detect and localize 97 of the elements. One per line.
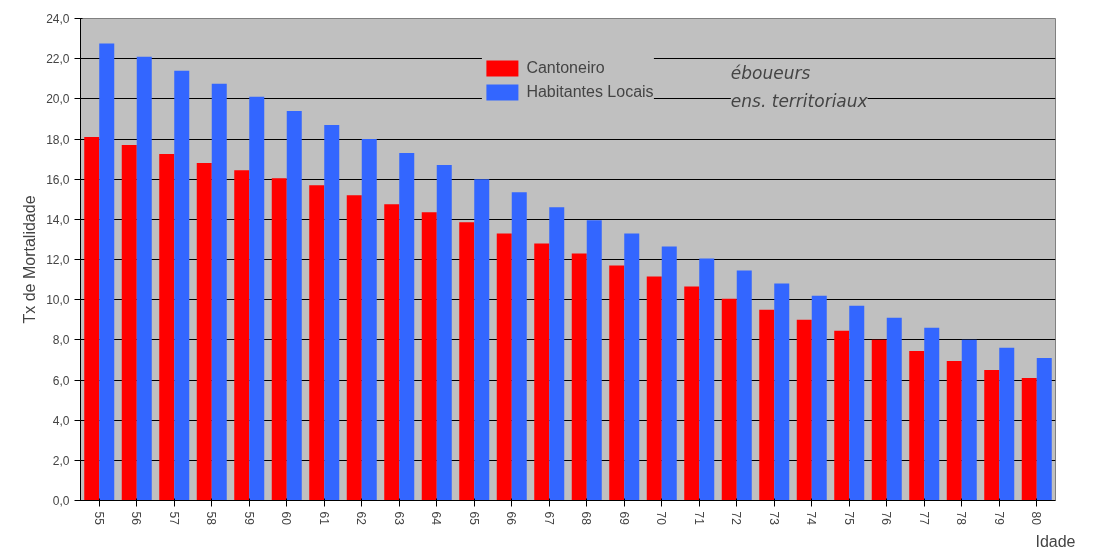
x-tick-label: 68 <box>579 511 594 526</box>
bar <box>271 178 287 501</box>
bar <box>1036 357 1052 501</box>
y-tick-label: 16,0 <box>46 172 70 187</box>
y-tick-label: 10,0 <box>46 293 70 308</box>
x-tick-label: 64 <box>429 511 444 526</box>
bar <box>871 339 887 501</box>
annotation: éboueurs <box>730 62 811 83</box>
legend-label: Cantoneiro <box>526 59 605 77</box>
bar <box>796 319 812 501</box>
y-tick-label: 20,0 <box>46 92 70 107</box>
bar <box>571 253 587 501</box>
x-tick-label: 56 <box>129 511 144 526</box>
x-tick-label: 73 <box>766 511 781 526</box>
bar <box>211 83 227 501</box>
x-tick-label: 66 <box>504 511 519 526</box>
bar <box>436 165 452 501</box>
y-tick-label: 4,0 <box>52 413 70 428</box>
bar <box>286 110 302 501</box>
x-axis-title: Idade <box>1035 532 1076 550</box>
bar <box>646 276 662 501</box>
y-tick-label: 8,0 <box>52 333 70 348</box>
x-tick-label: 80 <box>1029 511 1044 526</box>
bar <box>249 96 265 501</box>
bar <box>984 369 1000 501</box>
bar <box>886 317 902 501</box>
y-tick-label: 24,0 <box>46 12 70 26</box>
bar <box>121 145 137 501</box>
y-tick-label: 6,0 <box>52 373 70 388</box>
bar <box>736 270 752 501</box>
x-tick-label: 78 <box>954 511 969 526</box>
y-tick-label: 0,0 <box>52 494 70 508</box>
x-tick-label: 67 <box>541 511 556 526</box>
x-tick-label: 60 <box>279 511 294 526</box>
bar <box>624 233 640 501</box>
bar <box>361 139 377 501</box>
x-tick-label: 61 <box>316 511 331 526</box>
bar <box>496 233 512 501</box>
y-tick-label: 18,0 <box>46 132 70 147</box>
bar <box>234 170 250 501</box>
bar <box>699 258 715 501</box>
y-tick-label: 22,0 <box>46 52 70 67</box>
bar <box>511 192 527 501</box>
x-tick-label: 79 <box>991 511 1006 526</box>
bar <box>459 222 475 501</box>
bar <box>421 212 437 501</box>
bar <box>384 204 400 501</box>
bar <box>534 243 550 501</box>
bar <box>196 163 212 501</box>
bar <box>474 179 490 501</box>
y-axis-title: Tx de Mortalidade <box>21 195 39 324</box>
bar <box>84 136 100 501</box>
x-tick-label: 70 <box>654 511 669 526</box>
x-tick-label: 72 <box>729 511 744 526</box>
bar <box>136 56 152 501</box>
bar <box>661 246 677 501</box>
bar <box>399 153 415 501</box>
bar <box>909 350 925 501</box>
bar <box>721 298 737 501</box>
x-tick-label: 74 <box>804 511 819 526</box>
y-tick-label: 2,0 <box>52 453 70 468</box>
bar <box>174 70 190 501</box>
bar <box>759 309 775 501</box>
bar <box>586 220 602 501</box>
x-tick-label: 62 <box>354 511 369 526</box>
bar <box>924 327 940 501</box>
x-tick-label: 65 <box>466 511 481 526</box>
annotation: ens. territoriaux <box>730 90 869 111</box>
bar <box>346 195 362 501</box>
x-tick-label: 63 <box>391 511 406 526</box>
bar <box>159 154 175 501</box>
x-tick-label: 57 <box>166 511 181 526</box>
x-tick-label: 71 <box>691 511 706 526</box>
bar <box>811 295 827 501</box>
bar <box>999 347 1015 501</box>
bar <box>774 283 790 501</box>
bar <box>609 265 625 501</box>
bar <box>849 305 865 501</box>
bar <box>834 330 850 501</box>
bar <box>684 286 700 501</box>
bar <box>1021 377 1037 501</box>
x-tick-label: 59 <box>241 511 256 526</box>
x-tick-label: 58 <box>204 511 219 526</box>
x-tick-label: 77 <box>916 511 931 526</box>
x-tick-label: 75 <box>841 511 856 526</box>
x-tick-label: 55 <box>91 511 106 526</box>
bar <box>961 339 977 501</box>
bar <box>549 207 565 501</box>
y-tick-label: 14,0 <box>46 212 70 227</box>
bar <box>309 185 325 501</box>
x-tick-label: 76 <box>879 511 894 526</box>
legend-label: Habitantes Locais <box>526 83 654 101</box>
bar <box>99 43 115 501</box>
x-tick-label: 69 <box>616 511 631 526</box>
y-tick-label: 12,0 <box>46 253 70 267</box>
bar <box>946 360 962 501</box>
bar <box>324 124 340 501</box>
